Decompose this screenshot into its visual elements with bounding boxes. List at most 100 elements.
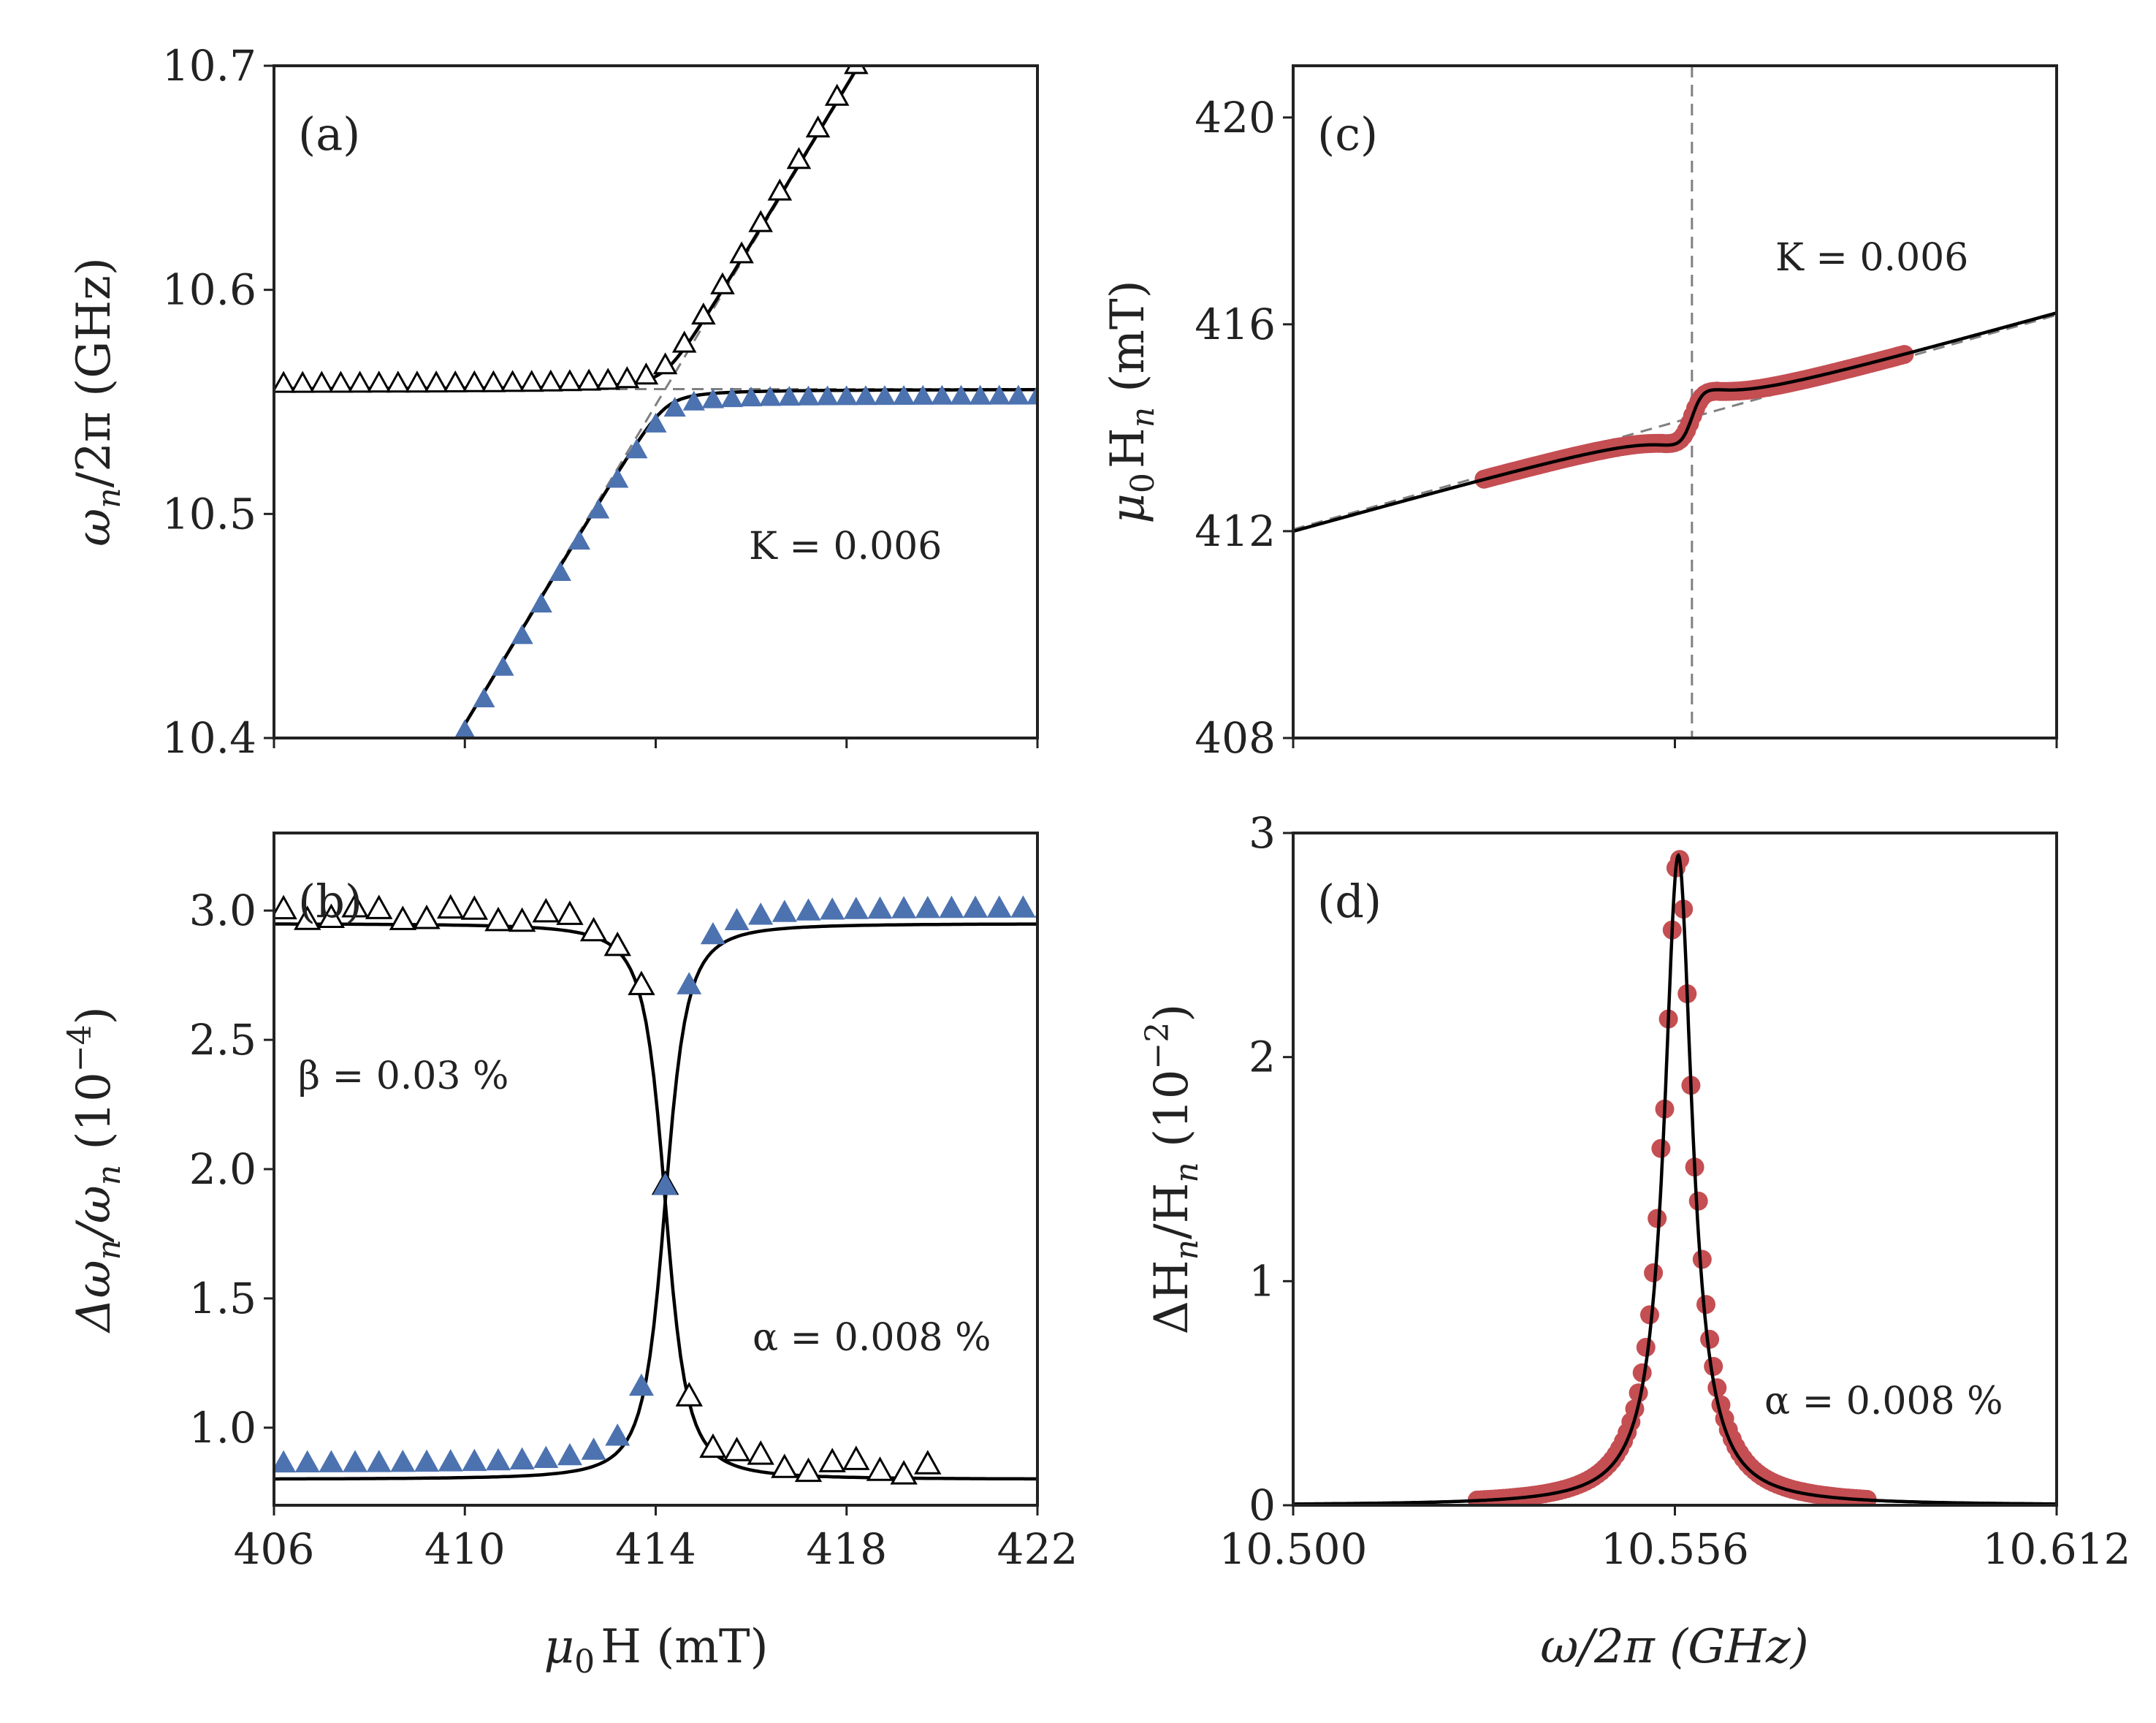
upper-linewidth-fit	[274, 922, 1037, 1481]
upper-branch-marker	[557, 369, 582, 392]
lower-linewidth-marker	[748, 902, 774, 925]
upper-linewidth-marker	[794, 1457, 823, 1483]
lower-branch-marker	[530, 593, 552, 613]
upper-linewidth-marker	[818, 1448, 846, 1472]
upper-branch-marker	[691, 303, 716, 325]
lower-branch-marker	[912, 384, 934, 405]
panel-a-ylabel: ωn/2π (GHz)	[67, 257, 128, 547]
upper-linewidth-marker	[771, 1453, 799, 1478]
lower-branch-marker	[701, 388, 724, 408]
data-point	[1692, 1250, 1712, 1269]
upper-branch-marker	[633, 362, 659, 385]
upper-linewidth-marker	[294, 905, 321, 930]
upper-linewidth-marker	[484, 906, 512, 932]
upper-linewidth-marker	[508, 907, 536, 932]
upper-linewidth-marker	[460, 895, 489, 920]
upper-branch-marker	[595, 368, 620, 390]
upper-branch-marker	[576, 368, 601, 391]
lower-branch-marker	[663, 397, 686, 417]
x-tick-label: 414	[615, 1524, 696, 1574]
fit-curve	[1293, 853, 2057, 1505]
data-point	[1644, 1263, 1664, 1282]
lower-linewidth-marker	[796, 898, 821, 921]
panel-d-xlabel: ω/2π (GHz)	[1540, 1620, 1808, 1674]
panel-a: 10.4 10.5 10.6 10.7 (a) K = 0.006 ωn/2π (GH…	[67, 0, 1039, 866]
panel-d-plot-area	[1293, 850, 2057, 1505]
y-tick-label: 10.7	[162, 41, 256, 91]
upper-branch-marker	[844, 66, 869, 75]
lower-branch-marker	[378, 847, 400, 866]
panel-b: 1.0 1.5 2.0 2.5 3.0 406 410 414 418 422 (b) β = 0…	[61, 832, 1078, 1681]
upper-branch-marker	[274, 370, 296, 393]
lower-linewidth-marker	[390, 1449, 416, 1472]
lower-branch-marker	[969, 384, 991, 405]
upper-linewidth-marker	[628, 970, 655, 995]
panel-d-annotation: α = 0.008 %	[1764, 1380, 2003, 1423]
panel-b-annotation-alpha: α = 0.008 %	[753, 1316, 991, 1360]
panel-a-ticks: 10.4 10.5 10.6 10.7	[162, 41, 1039, 763]
upper-branch-marker	[481, 370, 506, 392]
lower-linewidth-marker	[414, 1449, 439, 1472]
upper-branch-marker	[767, 178, 793, 201]
lower-linewidth-marker	[677, 972, 702, 994]
lower-linewidth-marker	[557, 1442, 582, 1466]
lower-linewidth-marker	[652, 1172, 678, 1195]
upper-linewidth-marker	[317, 903, 346, 928]
upper-branch-marker	[443, 370, 468, 392]
lower-branch-marker	[778, 386, 801, 406]
upper-linewidth-marker	[866, 1456, 894, 1481]
upper-branch-marker	[824, 83, 850, 106]
lower-linewidth-marker	[533, 1445, 559, 1468]
panel-b-label: (b)	[298, 875, 362, 928]
upper-linewidth-marker	[413, 905, 441, 929]
upper-linewidth-marker	[341, 893, 369, 918]
lower-branch-marker	[606, 468, 629, 488]
y-tick-label: 1.5	[189, 1274, 256, 1323]
data-point	[1688, 1191, 1708, 1211]
lower-branch-marker	[988, 384, 1010, 405]
y-tick-label: 3	[1249, 808, 1276, 858]
panel-b-annotation-beta: β = 0.03 %	[298, 1054, 508, 1098]
lower-linewidth-marker	[366, 1450, 392, 1472]
upper-linewidth-marker	[914, 1450, 942, 1475]
lower-branch-marker	[682, 390, 705, 411]
lower-linewidth-marker	[509, 1447, 535, 1469]
lower-branch-marker	[625, 438, 648, 459]
lower-linewidth-marker	[274, 1450, 297, 1473]
upper-linewidth-marker	[890, 1460, 918, 1485]
upper-branch-marker	[652, 352, 678, 375]
upper-linewidth-marker	[532, 897, 560, 923]
upper-branch-marker	[729, 241, 754, 264]
upper-linewidth-marker	[436, 894, 465, 919]
lower-linewidth-marker	[986, 895, 1012, 918]
upper-branch-marker	[290, 370, 315, 393]
y-tick-label: 10.6	[162, 265, 256, 315]
data-point	[1648, 1209, 1667, 1228]
y-tick-label: 416	[1195, 300, 1276, 349]
upper-branch-marker	[884, 0, 905, 9]
upper-branch-marker	[538, 369, 563, 392]
lower-branch-marker	[759, 386, 782, 406]
upper-branch-marker	[865, 23, 886, 42]
upper-branch-marker	[366, 370, 392, 393]
lower-linewidth-marker	[438, 1449, 463, 1472]
lower-linewidth-marker	[319, 1450, 344, 1472]
lower-branch-marker	[1007, 384, 1029, 405]
lower-branch-marker	[644, 412, 667, 433]
lower-linewidth-marker	[963, 895, 989, 918]
y-tick-label: 2.0	[189, 1144, 256, 1194]
upper-branch-marker	[328, 370, 354, 393]
y-tick-label: 420	[1195, 93, 1276, 142]
data-point	[1636, 1337, 1656, 1357]
panel-d: 0 1 2 3 10.500 10.556 10.612 (d) α = 0.008 % Δ…	[1139, 808, 2130, 1674]
lower-branch-fit	[454, 388, 1037, 738]
lower-branch-marker	[549, 560, 571, 581]
x-tick-label: 418	[806, 1524, 887, 1574]
panel-a-label: (a)	[298, 107, 360, 161]
lower-linewidth-marker	[891, 896, 917, 918]
lower-branch-marker	[416, 783, 438, 802]
lower-linewidth-marker	[915, 895, 940, 918]
data-point	[1640, 1305, 1659, 1325]
lower-linewidth-marker	[867, 896, 893, 919]
